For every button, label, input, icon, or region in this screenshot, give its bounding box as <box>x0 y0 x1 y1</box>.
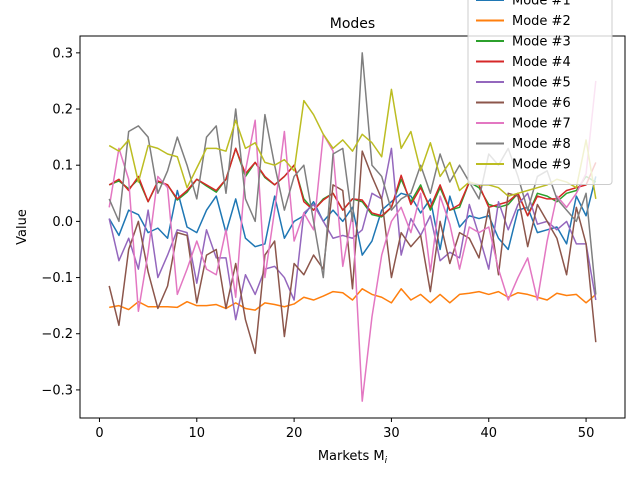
legend-label-mode-2: Mode #2 <box>512 14 571 29</box>
x-axis-label-subscript: i <box>385 456 388 466</box>
x-tick-label: 50 <box>578 426 595 441</box>
x-tick-label: 10 <box>189 426 206 441</box>
y-tick-label: −0.3 <box>41 383 73 398</box>
x-axis-label-main: Markets M <box>318 449 385 464</box>
y-axis-ticks: −0.3 −0.2 −0.1 0.0 0.1 0.2 0.3 <box>41 46 80 398</box>
legend-label-mode-1: Mode #1 <box>512 0 571 9</box>
y-axis-label: Value <box>15 209 30 245</box>
legend-label-mode-9: Mode #9 <box>512 158 571 173</box>
series-line-mode-4 <box>108 147 597 217</box>
legend-label-mode-5: Mode #5 <box>512 76 571 91</box>
x-axis-ticks: 0 10 20 30 40 50 <box>95 418 594 441</box>
series-line-mode-5 <box>108 147 597 321</box>
y-tick-label: 0.2 <box>52 103 73 118</box>
legend-label-mode-7: Mode #7 <box>512 117 571 132</box>
legend-box <box>467 0 613 185</box>
chart-title: Modes <box>330 16 375 32</box>
series-line-mode-2 <box>109 288 597 311</box>
plot-frame <box>79 35 626 419</box>
y-tick-label: 0.1 <box>52 159 73 174</box>
series-line-mode-1 <box>108 176 597 256</box>
plot-lines <box>108 52 597 402</box>
legend-label-mode-8: Mode #8 <box>512 137 571 152</box>
legend-label-mode-6: Mode #6 <box>512 96 571 111</box>
x-tick-label: 40 <box>480 426 497 441</box>
legend: Mode #1 Mode #2 Mode #3 Mode #4 Mode #5 Mode … <box>467 0 613 185</box>
series-line-mode-9 <box>108 88 597 200</box>
x-axis-label: Markets Mi <box>318 449 388 466</box>
legend-label-mode-4: Mode #4 <box>512 55 571 70</box>
y-tick-label: −0.1 <box>41 271 73 286</box>
x-tick-label: 30 <box>383 426 400 441</box>
x-tick-label: 20 <box>286 426 303 441</box>
y-tick-label: 0.3 <box>52 46 73 61</box>
y-tick-label: −0.2 <box>41 327 73 342</box>
x-tick-label: 0 <box>95 426 103 441</box>
legend-label-mode-3: Mode #3 <box>512 35 571 50</box>
y-tick-label: 0.0 <box>52 215 73 230</box>
